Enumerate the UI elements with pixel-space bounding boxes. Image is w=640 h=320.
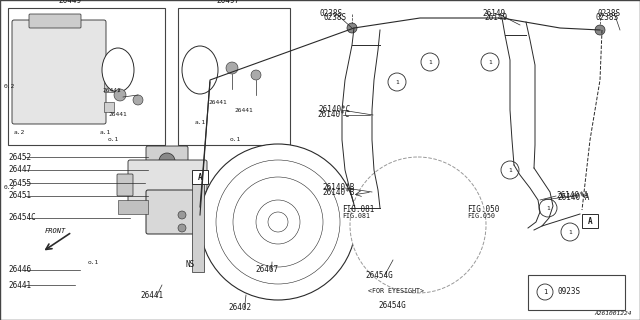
Text: 26449: 26449 [58, 0, 81, 5]
Text: 26140*A: 26140*A [556, 190, 588, 199]
Text: 26441: 26441 [140, 292, 163, 300]
Text: 26441: 26441 [109, 112, 127, 117]
Circle shape [200, 144, 356, 300]
FancyBboxPatch shape [117, 174, 133, 196]
Text: A: A [198, 172, 202, 181]
Text: 26149: 26149 [484, 13, 507, 22]
Text: FIG.050: FIG.050 [467, 205, 499, 214]
Text: 1: 1 [508, 167, 512, 172]
Text: FIG.081: FIG.081 [342, 213, 370, 219]
Text: <FOR EYESIGHT>: <FOR EYESIGHT> [368, 288, 424, 294]
Text: 0238S: 0238S [598, 10, 621, 19]
Text: 26497: 26497 [216, 0, 239, 5]
Circle shape [133, 95, 143, 105]
Text: 26140*B: 26140*B [322, 188, 355, 197]
Circle shape [226, 62, 238, 74]
FancyBboxPatch shape [128, 160, 207, 209]
Text: FIG.081: FIG.081 [342, 205, 374, 214]
Bar [178, 8, 290, 145]
Text: o.1: o.1 [230, 137, 241, 142]
Circle shape [251, 70, 261, 80]
Bar [118, 200, 148, 214]
Bar [582, 214, 598, 228]
Bar [192, 170, 208, 184]
Circle shape [501, 161, 519, 179]
Text: 26451: 26451 [8, 191, 31, 201]
Text: 26454G: 26454G [378, 301, 406, 310]
Text: 1: 1 [488, 60, 492, 65]
Text: 26140*A: 26140*A [557, 193, 589, 202]
Text: 1: 1 [546, 205, 550, 211]
Text: 26455: 26455 [8, 179, 31, 188]
Ellipse shape [102, 48, 134, 92]
Text: 0238S: 0238S [320, 10, 343, 19]
Text: A: A [588, 217, 592, 226]
Circle shape [114, 89, 126, 101]
FancyBboxPatch shape [146, 146, 188, 164]
Circle shape [481, 53, 499, 71]
Text: NS: NS [186, 260, 195, 269]
Circle shape [347, 23, 357, 33]
Text: 1: 1 [568, 229, 572, 235]
Text: 0923S: 0923S [557, 287, 580, 297]
Circle shape [388, 73, 406, 91]
Circle shape [159, 153, 175, 169]
Text: A261001224: A261001224 [595, 311, 632, 316]
Text: 26441: 26441 [235, 108, 253, 113]
Text: FIG.050: FIG.050 [467, 213, 495, 219]
Text: 26446: 26446 [8, 266, 31, 275]
Text: 26447: 26447 [8, 165, 31, 174]
Text: 26149: 26149 [482, 10, 505, 19]
Text: 0.2: 0.2 [4, 185, 15, 190]
Text: 0238S: 0238S [596, 13, 619, 22]
Text: 26441: 26441 [8, 281, 31, 290]
Bar [528, 275, 625, 310]
Text: 26140*B: 26140*B [322, 183, 355, 193]
Bar [104, 82, 114, 92]
Text: 26140*C: 26140*C [318, 106, 350, 115]
Circle shape [561, 223, 579, 241]
Text: 1: 1 [428, 60, 432, 65]
FancyBboxPatch shape [12, 20, 106, 124]
Text: a.1: a.1 [195, 120, 206, 125]
FancyBboxPatch shape [29, 14, 81, 28]
Bar [192, 172, 204, 272]
Circle shape [539, 199, 557, 217]
Text: 0238S: 0238S [323, 13, 346, 22]
Circle shape [421, 53, 439, 71]
Text: 26454G: 26454G [365, 270, 393, 279]
Text: 26452: 26452 [8, 153, 31, 162]
Text: 1: 1 [543, 289, 547, 295]
FancyBboxPatch shape [146, 190, 205, 234]
Ellipse shape [182, 46, 218, 94]
Text: 26467: 26467 [255, 266, 278, 275]
Circle shape [178, 211, 186, 219]
Text: 26140*C: 26140*C [317, 110, 349, 119]
Bar [8, 8, 165, 145]
Text: 26441: 26441 [102, 88, 121, 93]
Bar [104, 102, 114, 112]
Text: 26441: 26441 [209, 100, 227, 105]
Text: FRONT: FRONT [45, 228, 67, 234]
Text: a.2: a.2 [14, 130, 25, 135]
Circle shape [537, 284, 553, 300]
Text: 0.2: 0.2 [4, 84, 15, 89]
Text: 26402: 26402 [228, 303, 251, 313]
Text: 1: 1 [395, 79, 399, 84]
Text: o.1: o.1 [108, 137, 119, 142]
Circle shape [595, 25, 605, 35]
Circle shape [178, 224, 186, 232]
Circle shape [350, 157, 486, 293]
Text: a.1: a.1 [100, 130, 111, 135]
Text: o.1: o.1 [88, 260, 99, 265]
Bar [104, 62, 114, 72]
Text: 26454C: 26454C [8, 213, 36, 222]
